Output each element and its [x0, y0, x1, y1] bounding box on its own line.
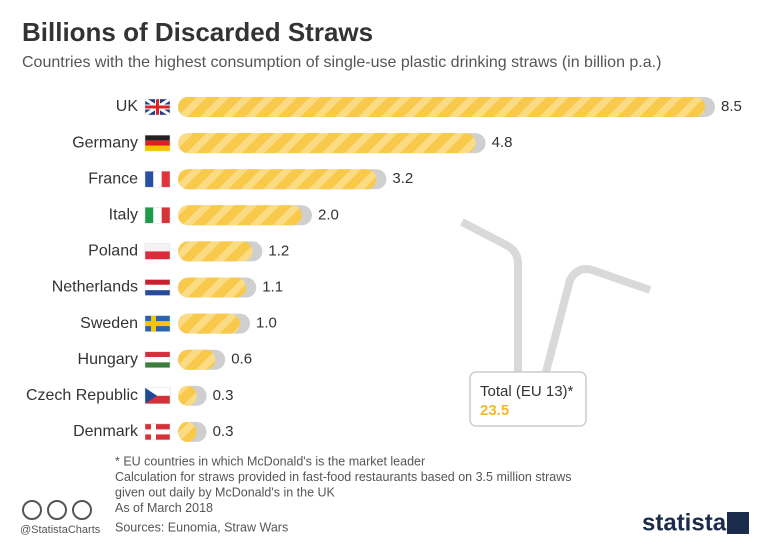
flag-part: [145, 284, 170, 291]
total-box: Total (EU 13)* 23.5: [469, 371, 587, 427]
value-label: 0.3: [213, 387, 234, 404]
category-label: Sweden: [80, 315, 138, 332]
category-label: Germany: [72, 134, 138, 151]
flag-part: [145, 251, 170, 260]
flag-part: [145, 387, 157, 404]
flag-part: [145, 207, 154, 224]
flag: [144, 207, 171, 224]
category-label: UK: [116, 98, 139, 115]
flag: [144, 423, 171, 441]
bar: [178, 169, 377, 190]
flag-border: [144, 279, 171, 296]
bar: [178, 205, 302, 226]
flag: [144, 97, 171, 117]
flag-part: [145, 140, 170, 146]
flag-part: [145, 105, 170, 109]
flag-border: [144, 423, 171, 441]
flag-part: [145, 321, 170, 327]
flag-part: [153, 207, 162, 224]
category-label: Czech Republic: [26, 387, 138, 404]
flag-part: [145, 395, 170, 404]
bar: [178, 97, 705, 117]
flag-border: [144, 243, 171, 260]
flag: [144, 351, 171, 368]
flag-part: [145, 362, 170, 368]
flag: [144, 134, 171, 152]
flag: [144, 387, 171, 405]
flag-border: [144, 207, 171, 224]
flag-part: [145, 387, 170, 396]
cc-icons: [22, 500, 92, 520]
chart-title: Billions of Discarded Straws: [22, 17, 373, 47]
flag-border: [144, 315, 171, 332]
flag-part: [153, 171, 162, 188]
flag-border: [144, 98, 171, 116]
flag-part: [145, 171, 154, 188]
bar: [178, 241, 253, 262]
notes: * EU countries in which McDonald's is th…: [115, 454, 571, 515]
brand-icon: [727, 512, 749, 534]
flag-part: [145, 243, 170, 252]
flag-part: [145, 145, 170, 152]
category-label: Poland: [88, 243, 138, 260]
flag: [144, 243, 171, 260]
flag: [144, 170, 171, 188]
category-label: Hungary: [78, 351, 138, 368]
flag-part: [161, 171, 170, 188]
total-value: 23.5: [480, 402, 509, 419]
flag-part: [145, 351, 170, 358]
value-label: 1.1: [262, 278, 283, 295]
flag-border: [144, 387, 171, 405]
value-label: 1.0: [256, 315, 277, 332]
flag: [144, 279, 171, 296]
chart-subtitle: Countries with the highest consumption o…: [22, 54, 661, 71]
note: Calculation for straws provided in fast-…: [115, 470, 571, 484]
straw-decoration: [460, 218, 652, 374]
note: As of March 2018: [115, 501, 213, 515]
flag: [144, 315, 171, 332]
flag-part: [145, 357, 170, 363]
bar: [178, 349, 216, 370]
value-label: 0.6: [231, 351, 252, 368]
value-label: 8.5: [721, 98, 742, 115]
flag-part: [145, 135, 170, 141]
flag-part: [145, 290, 170, 296]
value-label: 0.3: [213, 423, 234, 440]
bar: [178, 385, 197, 406]
bar: [178, 133, 476, 154]
value-label: 4.8: [492, 134, 513, 151]
note: given out daily by McDonald's in the UK: [115, 485, 336, 499]
flag-part: [145, 429, 170, 435]
flag-border: [144, 170, 171, 188]
flag-border: [144, 134, 171, 152]
note: * EU countries in which McDonald's is th…: [115, 454, 425, 468]
flag-part: [145, 279, 170, 285]
handle: @StatistaCharts: [20, 524, 101, 536]
value-label: 3.2: [392, 170, 413, 187]
bar: [178, 421, 197, 442]
bar: [178, 313, 240, 334]
category-label: France: [88, 170, 138, 187]
source: Sources: Eunomia, Straw Wars: [115, 520, 288, 534]
category-label: Denmark: [73, 423, 139, 440]
category-label: Italy: [109, 207, 138, 224]
total-label: Total (EU 13)*: [480, 383, 574, 400]
value-label: 1.2: [268, 242, 289, 259]
bar: [178, 277, 247, 298]
category-label: Netherlands: [52, 279, 138, 296]
brand-logo: statista: [642, 509, 727, 536]
value-label: 2.0: [318, 206, 339, 223]
flag-border: [144, 351, 171, 368]
flag-part: [161, 207, 170, 224]
